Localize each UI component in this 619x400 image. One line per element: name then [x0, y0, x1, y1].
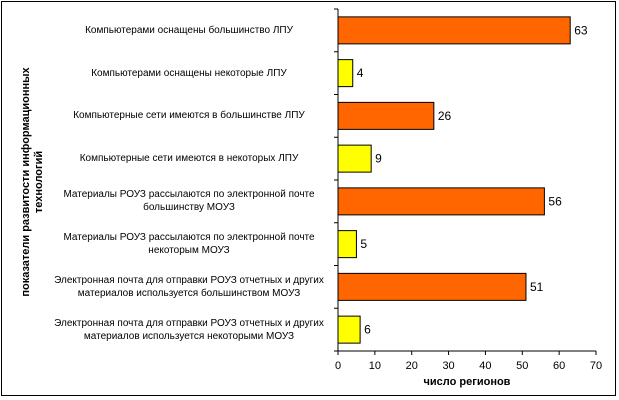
data-label: 56	[548, 194, 562, 208]
category-label: Компьютерные сети имеются в большинстве …	[73, 110, 305, 122]
x-tick-label: 10	[369, 360, 381, 372]
x-tick-label: 30	[442, 360, 454, 372]
x-tick-label: 40	[479, 360, 491, 372]
bar	[337, 272, 527, 301]
bar	[337, 16, 571, 45]
category-label: Материалы РОУЗ рассылаются по электронно…	[63, 189, 315, 214]
category-label: Компьютерами оснащены большинство ЛПУ	[85, 24, 293, 36]
x-tick-label: 60	[553, 360, 565, 372]
category-label: Компьютерами оснащены некоторые ЛПУ	[91, 67, 287, 79]
data-label: 6	[364, 323, 371, 337]
data-label: 26	[438, 109, 452, 123]
category-label: Компьютерные сети имеются в некоторых ЛП…	[79, 153, 299, 165]
category-label: Электронная почта для отправки РОУЗ отче…	[54, 274, 324, 299]
data-label: 63	[574, 23, 588, 37]
data-label: 4	[357, 66, 364, 80]
bar	[337, 187, 545, 216]
bar	[337, 230, 357, 259]
category-label: Электронная почта для отправки РОУЗ отче…	[54, 317, 324, 342]
x-tick-label: 20	[406, 360, 418, 372]
bar	[337, 101, 435, 130]
data-label: 51	[530, 280, 544, 294]
bar	[337, 144, 372, 173]
x-tick-label: 70	[590, 360, 602, 372]
data-label: 9	[375, 152, 382, 166]
x-axis-title: число регионов	[424, 376, 511, 388]
bar	[337, 59, 354, 88]
x-tick-label: 50	[516, 360, 528, 372]
x-tick-label: 0	[335, 360, 341, 372]
y-axis-title: показатели развитости информационных тех…	[20, 67, 45, 297]
bar	[337, 315, 361, 344]
category-label: Материалы РОУЗ рассылаются по электронно…	[63, 232, 315, 257]
data-label: 5	[360, 237, 367, 251]
